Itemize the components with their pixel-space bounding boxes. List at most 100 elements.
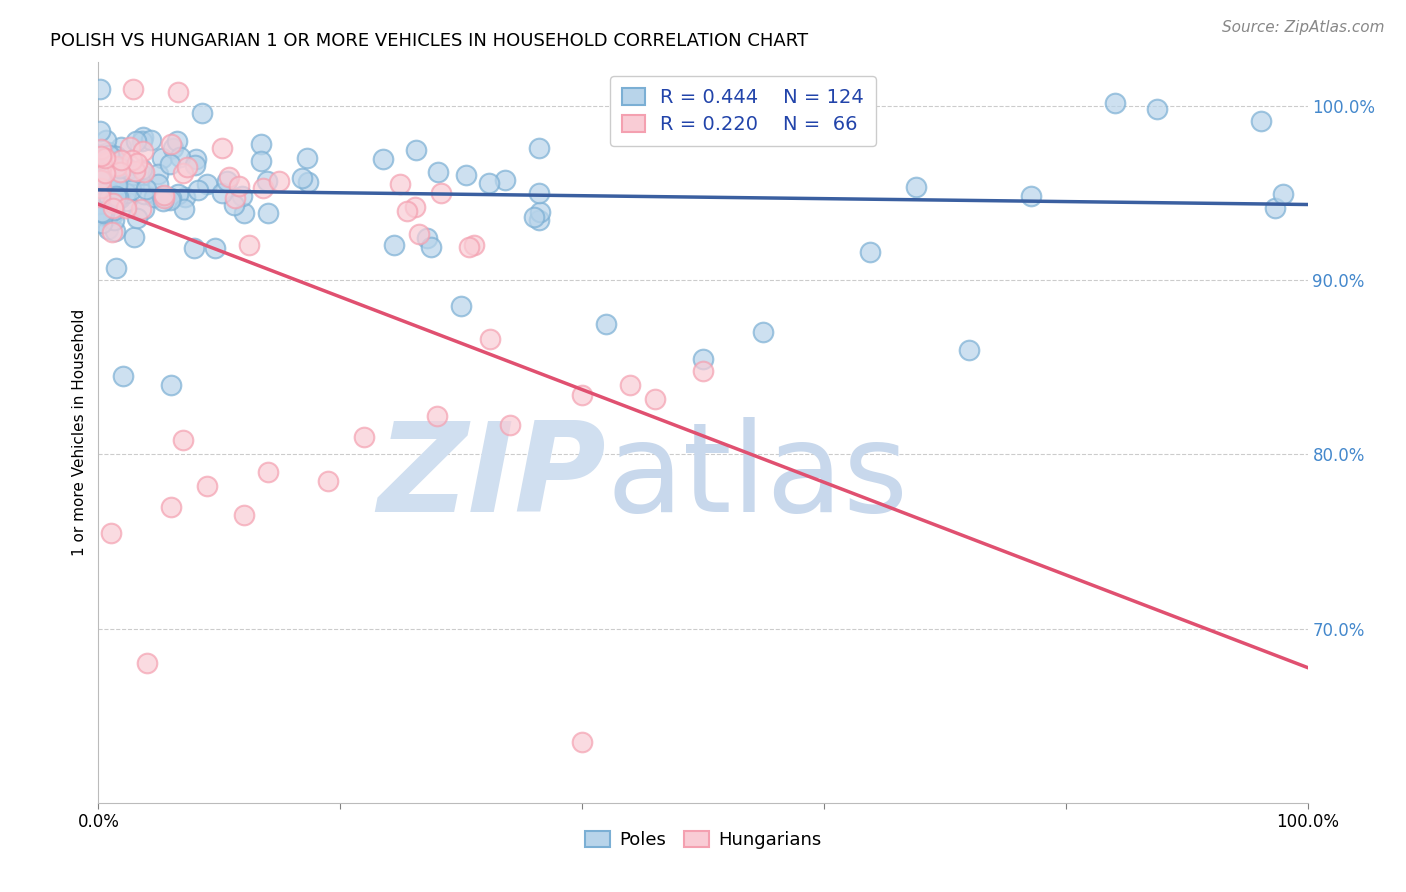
Point: [195, 178, 218, 192]
Point: [100, 525, 122, 540]
Point: [153, 188, 176, 202]
Point: [430, 186, 453, 201]
Point: [107, 189, 129, 203]
Point: [404, 200, 426, 214]
Point: [269, 174, 291, 188]
Text: Source: ZipAtlas.com: Source: ZipAtlas.com: [1222, 20, 1385, 35]
Point: [89, 190, 111, 204]
Point: [523, 211, 546, 225]
Point: [120, 140, 142, 154]
Point: [132, 187, 155, 202]
Point: [132, 145, 155, 159]
Point: [162, 141, 184, 155]
Point: [125, 211, 148, 225]
Point: [211, 186, 233, 200]
Point: [103, 201, 125, 215]
Point: [238, 238, 260, 252]
Point: [1104, 95, 1126, 110]
Point: [479, 333, 502, 347]
Point: [169, 150, 191, 164]
Point: [184, 153, 207, 167]
Text: atlas: atlas: [606, 417, 908, 538]
Point: [98, 148, 121, 162]
Point: [498, 417, 520, 432]
Point: [90, 147, 112, 161]
Point: [115, 186, 138, 201]
Point: [89, 81, 111, 95]
Point: [90, 149, 112, 163]
Point: [159, 191, 181, 205]
Point: [125, 155, 148, 169]
Point: [217, 174, 239, 188]
Point: [450, 299, 472, 313]
Point: [90, 167, 112, 181]
Point: [134, 202, 156, 216]
Point: [187, 183, 209, 197]
Point: [167, 186, 190, 201]
Point: [257, 206, 280, 220]
Point: [101, 226, 124, 240]
Point: [250, 137, 273, 152]
Point: [117, 161, 139, 176]
Point: [160, 500, 183, 514]
Point: [256, 174, 278, 188]
Point: [426, 409, 449, 423]
Point: [96, 210, 118, 224]
Point: [105, 188, 128, 202]
Point: [103, 202, 125, 217]
Point: [456, 168, 478, 182]
Point: [90, 205, 112, 219]
Point: [146, 177, 169, 191]
Point: [131, 162, 153, 177]
Point: [905, 180, 928, 194]
Point: [94, 154, 117, 169]
Point: [233, 205, 256, 219]
Point: [90, 142, 112, 156]
Point: [110, 140, 132, 154]
Point: [224, 191, 246, 205]
Point: [849, 113, 872, 128]
Point: [256, 465, 278, 479]
Point: [108, 153, 131, 168]
Point: [110, 153, 132, 168]
Point: [89, 124, 111, 138]
Point: [172, 166, 194, 180]
Point: [382, 237, 405, 252]
Point: [152, 194, 174, 208]
Point: [692, 364, 714, 378]
Point: [252, 180, 274, 194]
Point: [104, 260, 127, 275]
Point: [135, 657, 157, 671]
Point: [143, 190, 166, 204]
Text: ZIP: ZIP: [378, 417, 606, 538]
Point: [111, 153, 134, 168]
Point: [228, 179, 250, 194]
Point: [132, 165, 155, 179]
Point: [90, 181, 112, 195]
Point: [94, 151, 117, 165]
Point: [1146, 102, 1168, 116]
Point: [405, 143, 427, 157]
Point: [494, 173, 516, 187]
Point: [131, 134, 153, 148]
Point: [231, 189, 253, 203]
Point: [90, 172, 112, 186]
Point: [122, 168, 145, 182]
Point: [159, 157, 181, 171]
Point: [122, 230, 145, 244]
Point: [291, 170, 314, 185]
Point: [159, 137, 181, 152]
Point: [94, 133, 117, 147]
Point: [250, 153, 273, 168]
Point: [1264, 201, 1286, 215]
Point: [218, 169, 240, 184]
Point: [619, 377, 641, 392]
Point: [159, 193, 181, 207]
Point: [121, 153, 143, 167]
Point: [146, 167, 169, 181]
Point: [222, 198, 245, 212]
Point: [172, 434, 194, 448]
Point: [121, 183, 143, 197]
Point: [97, 222, 120, 236]
Point: [132, 130, 155, 145]
